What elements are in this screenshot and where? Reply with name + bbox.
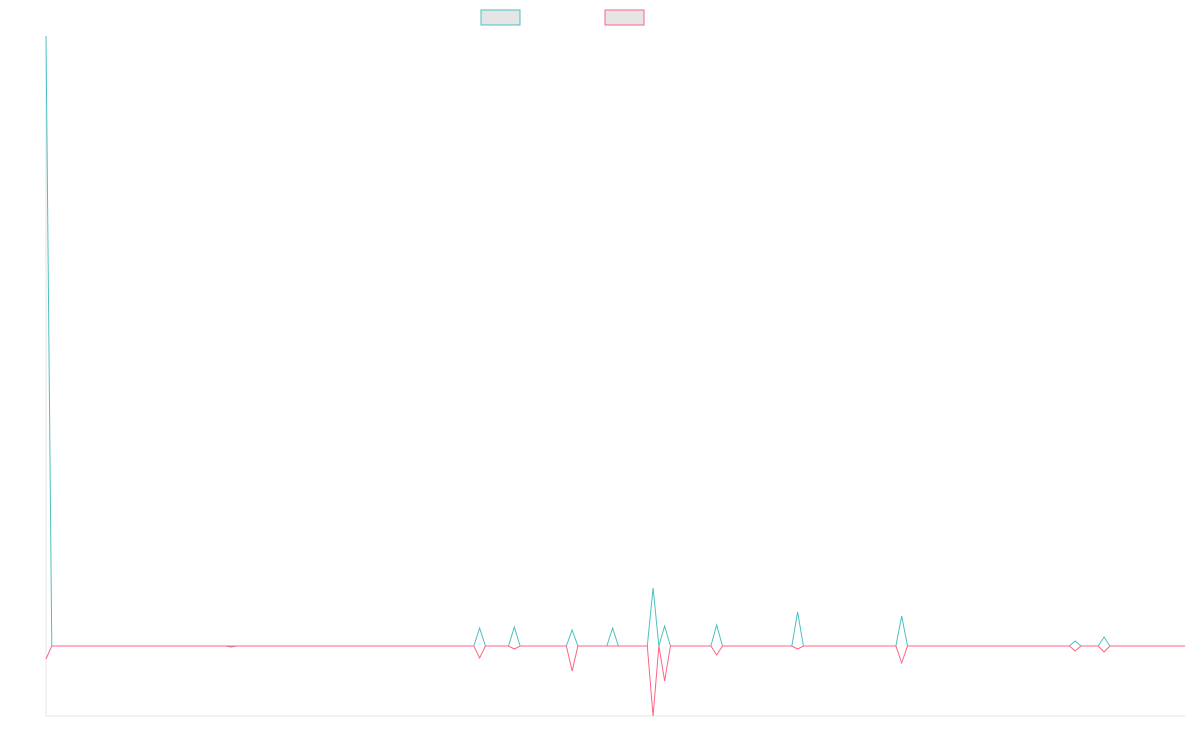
legend-swatch-1[interactable] [480,9,521,26]
series-lines [45,35,1185,717]
series-line-2 [45,645,1185,717]
axes [45,36,1185,717]
series-line-1 [45,35,1185,647]
legend [480,9,645,26]
legend-swatch-2[interactable] [604,9,645,26]
